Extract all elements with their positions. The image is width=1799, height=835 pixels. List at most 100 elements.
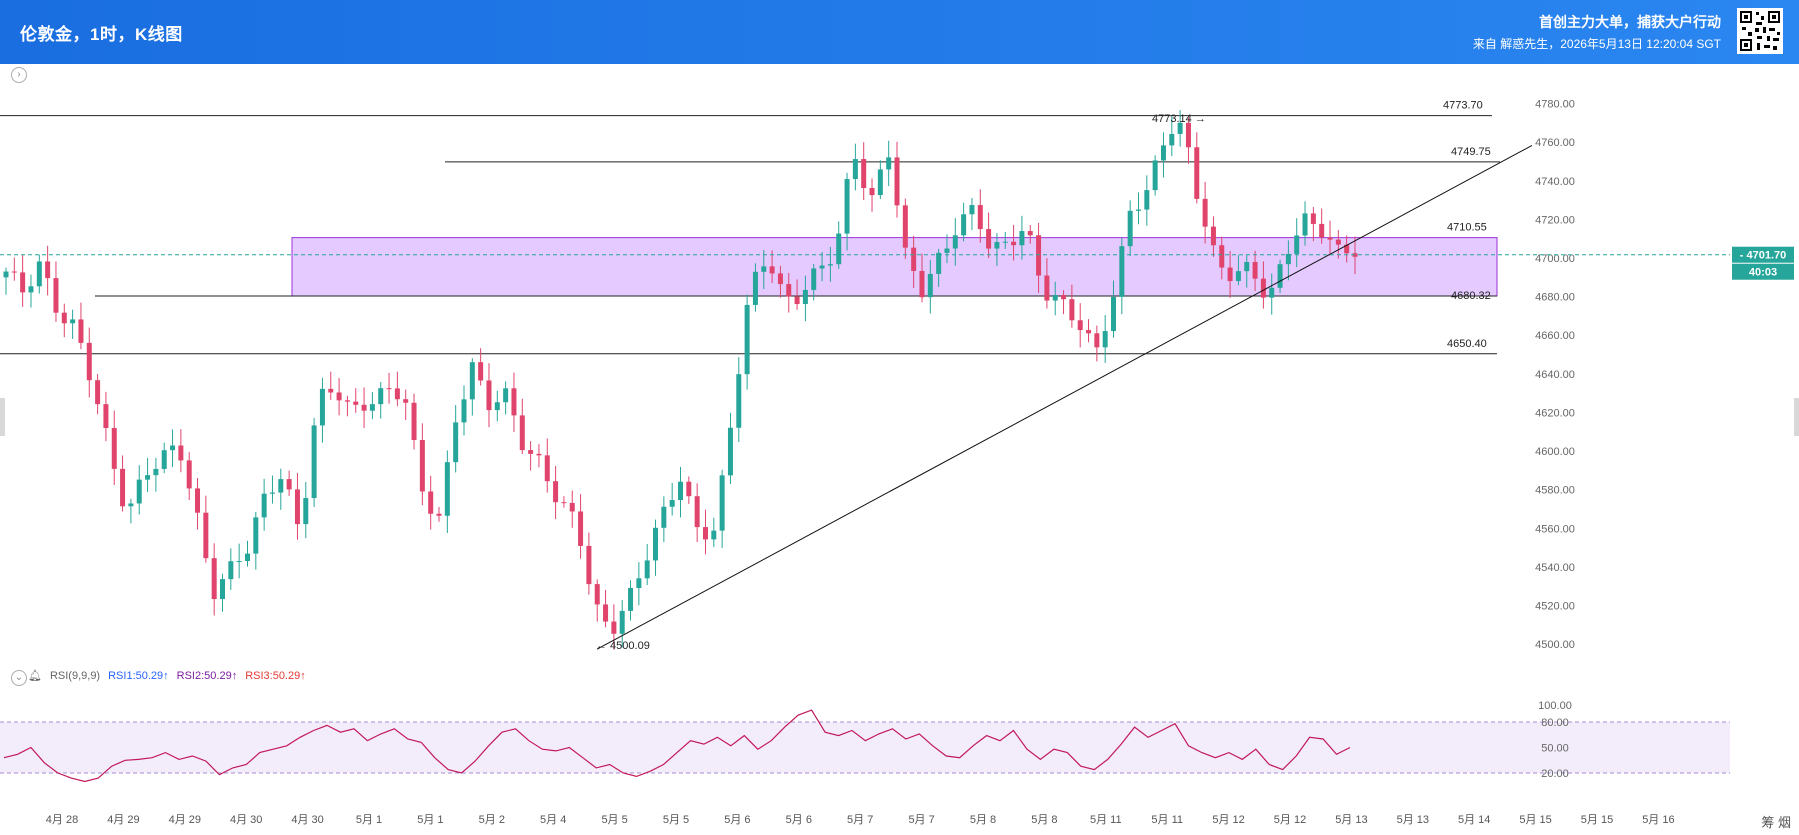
candle-body xyxy=(752,271,758,305)
qr-code-icon[interactable] xyxy=(1737,8,1783,54)
candle-body xyxy=(594,584,600,605)
rsi-tick-label: 80.00 xyxy=(1541,717,1569,729)
candle-body xyxy=(844,179,850,234)
y-tick-label: 4540.00 xyxy=(1535,562,1575,574)
x-tick-label: 5月 5 xyxy=(663,814,689,826)
level-label: 4749.75 xyxy=(1451,146,1491,158)
corner-label: 筹 烟 xyxy=(1761,815,1791,830)
resistance-zone xyxy=(291,237,1498,297)
chart-canvas[interactable]: 4500.00 4520.00 4540.00 4560.00 4580.00 4600.… xyxy=(0,64,1799,835)
candle-body xyxy=(553,481,559,503)
y-tick-label: 4640.00 xyxy=(1535,369,1575,381)
rsi-tick-label: 50.00 xyxy=(1541,743,1569,755)
candle-body xyxy=(361,404,367,411)
x-tick-label: 5月 13 xyxy=(1397,814,1429,826)
candle-body xyxy=(877,169,883,196)
candle-body xyxy=(328,388,334,393)
candle-body xyxy=(611,621,617,634)
promo-slogan[interactable]: 首创主力大单，捕获大户行动 xyxy=(1539,14,1721,30)
candle-body xyxy=(628,588,634,611)
candle-body xyxy=(977,205,983,230)
candle-body xyxy=(719,475,725,531)
x-tick-label: 5月 16 xyxy=(1642,814,1674,826)
candle-body xyxy=(1111,296,1117,332)
candle-body xyxy=(761,266,767,272)
candle-body xyxy=(1127,210,1133,247)
candle-body xyxy=(578,511,584,546)
bell-icon[interactable]: 🔔︎ xyxy=(28,670,42,682)
candle-body xyxy=(61,312,67,324)
x-tick-label: 5月 2 xyxy=(479,814,505,826)
candle-body xyxy=(1319,223,1325,238)
rsi-tick-label: 100.00 xyxy=(1538,700,1572,712)
candle-body xyxy=(411,402,417,441)
candle-body xyxy=(311,425,317,499)
candle-body xyxy=(661,506,667,528)
candle-body xyxy=(111,427,117,469)
candle-body xyxy=(269,492,275,494)
candle-body xyxy=(1260,278,1266,298)
candle-body xyxy=(1177,122,1183,134)
candle-body xyxy=(86,342,92,381)
candle-body xyxy=(1202,198,1208,227)
candle-body xyxy=(669,500,675,507)
candle-body xyxy=(344,400,350,402)
candle-body xyxy=(1194,147,1200,199)
candle-body xyxy=(1144,190,1150,210)
candle-body xyxy=(802,289,808,305)
candle-body xyxy=(1052,295,1058,301)
x-tick-label: 5月 6 xyxy=(786,814,812,826)
candle-body xyxy=(1160,145,1166,161)
candle-body xyxy=(603,604,609,622)
candle-body xyxy=(278,479,284,493)
candle-body xyxy=(236,561,242,563)
level-label: 4773.70 xyxy=(1443,100,1483,112)
candle-body xyxy=(827,264,833,266)
candle-body xyxy=(852,159,858,180)
candle-body xyxy=(736,374,742,428)
candle-body xyxy=(253,517,259,554)
candle-body xyxy=(994,241,1000,249)
candle-body xyxy=(195,488,201,513)
header-bar: 伦敦金，1时，K线图 首创主力大单，捕获大户行动 来自 解惑先生，2026年5月… xyxy=(0,0,1799,64)
candle-body xyxy=(711,530,717,540)
right-panel-handle[interactable] xyxy=(1794,398,1799,436)
x-tick-label: 5月 7 xyxy=(847,814,873,826)
candle-body xyxy=(436,513,442,516)
left-panel-handle[interactable] xyxy=(0,398,5,436)
candle-body xyxy=(1285,253,1291,265)
candle-body xyxy=(45,261,51,279)
candle-body xyxy=(220,579,226,600)
candle-body xyxy=(786,284,792,297)
candle-body xyxy=(369,404,375,411)
collapse-rsi-icon[interactable]: ⌄ xyxy=(11,670,27,686)
candle-body xyxy=(1061,295,1067,300)
rsi-label: RSI(9,9,9) xyxy=(49,670,101,682)
candle-body xyxy=(694,496,700,528)
x-tick-label: 4月 30 xyxy=(291,814,323,826)
expand-toggle-icon[interactable]: › xyxy=(11,67,27,83)
candle-body xyxy=(1044,275,1050,301)
candle-body xyxy=(777,273,783,285)
candle-body xyxy=(936,252,942,274)
candle-body xyxy=(161,450,167,469)
rsi-band xyxy=(0,722,1730,773)
candle-body xyxy=(619,610,625,634)
candle-body xyxy=(744,304,750,375)
y-tick-label: 4660.00 xyxy=(1535,330,1575,342)
candle-body xyxy=(969,205,975,215)
candle-body xyxy=(186,460,192,489)
source-timestamp: 来自 解惑先生，2026年5月13日 12:20:04 SGT xyxy=(1472,37,1721,51)
candles xyxy=(3,110,1358,650)
candle-body xyxy=(1302,213,1308,236)
y-tick-label: 4720.00 xyxy=(1535,214,1575,226)
x-tick-label: 5月 7 xyxy=(908,814,934,826)
candle-body xyxy=(1002,241,1008,243)
candle-body xyxy=(228,561,234,580)
current-price-label: - 4701.70 xyxy=(1740,250,1786,262)
candle-body xyxy=(1185,122,1191,148)
candle-body xyxy=(203,512,209,559)
x-tick-label: 4月 30 xyxy=(230,814,262,826)
candle-body xyxy=(1119,246,1125,297)
candle-body xyxy=(403,399,409,403)
